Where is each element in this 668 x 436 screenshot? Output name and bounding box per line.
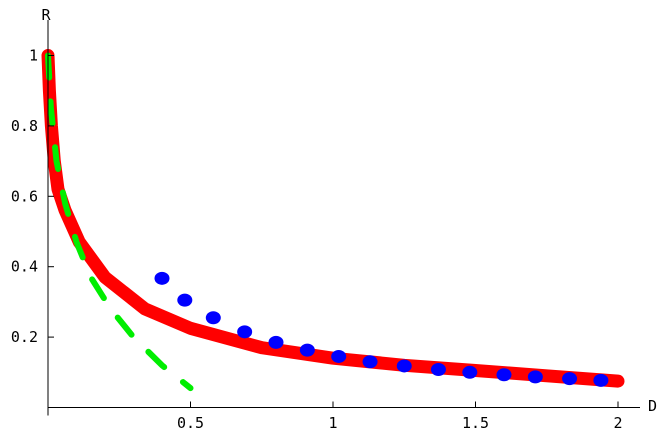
series-layer — [41, 49, 625, 392]
y-tick-label: 0.2 — [11, 328, 38, 346]
y-tick-label: 0.8 — [11, 117, 38, 135]
dot-series-point — [396, 359, 412, 373]
dot-series-point — [562, 372, 578, 386]
x-axis-label: D — [648, 397, 657, 415]
x-tick-label: 1.5 — [462, 414, 489, 432]
x-tick-label: 1 — [328, 414, 337, 432]
dot-series-point — [237, 325, 253, 339]
dot-series-point — [593, 373, 609, 387]
x-tick-label: 2 — [613, 414, 622, 432]
y-tick-label: 1 — [29, 47, 38, 65]
dot-series-point — [268, 335, 284, 349]
dot-series-point — [430, 362, 446, 376]
dot-series-point — [527, 370, 543, 384]
dot-series-point — [496, 368, 512, 382]
y-axis-label: R — [41, 6, 51, 24]
x-tick-label: 0.5 — [177, 414, 204, 432]
y-tick-label: 0.6 — [11, 187, 38, 205]
ticks-layer: 0.5 1 1.5 2 0.2 0.4 0.6 0.8 1 — [11, 47, 623, 433]
solid-series-line — [41, 49, 625, 388]
dot-series-point — [362, 355, 378, 369]
dot-series-point — [205, 311, 221, 325]
dot-series-point — [154, 271, 170, 285]
dot-series-point — [462, 365, 478, 379]
dot-series-point — [299, 343, 315, 357]
y-tick-label: 0.4 — [11, 258, 38, 276]
dot-series-point — [331, 349, 347, 363]
dashed-series-line — [45, 52, 194, 392]
dot-series-point — [177, 293, 193, 307]
